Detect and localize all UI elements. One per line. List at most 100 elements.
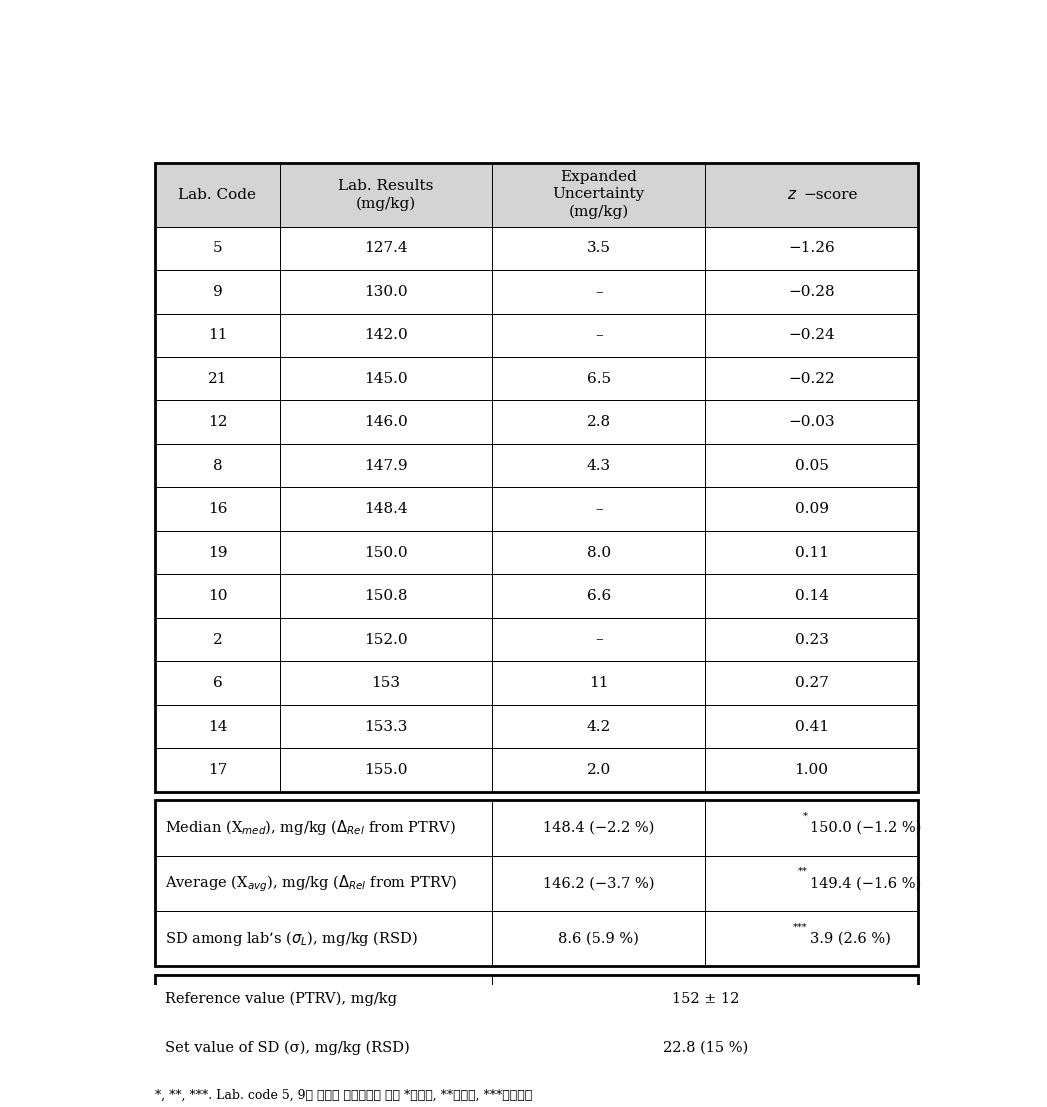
Bar xyxy=(706,444,918,487)
Bar xyxy=(706,270,918,313)
Text: 14: 14 xyxy=(207,720,227,734)
Text: 145.0: 145.0 xyxy=(364,372,408,385)
Text: 142.0: 142.0 xyxy=(364,329,408,342)
Bar xyxy=(492,575,706,618)
Bar xyxy=(155,618,280,661)
Text: 12: 12 xyxy=(207,415,227,430)
Text: 146.0: 146.0 xyxy=(364,415,408,430)
Text: 11: 11 xyxy=(207,329,227,342)
Bar xyxy=(492,487,706,531)
Text: 0.05: 0.05 xyxy=(795,458,828,473)
Bar xyxy=(706,748,918,792)
Bar xyxy=(280,748,492,792)
Text: Average (X$_{avg}$), mg/kg ($\Delta_{Rel}$ from PTRV): Average (X$_{avg}$), mg/kg ($\Delta_{Rel… xyxy=(165,873,458,893)
Bar xyxy=(706,313,918,358)
Text: z−score: z−score xyxy=(780,188,843,201)
Text: 22.8 (15 %): 22.8 (15 %) xyxy=(663,1041,748,1055)
Text: 155.0: 155.0 xyxy=(364,763,407,777)
Bar xyxy=(492,531,706,575)
Text: 4.3: 4.3 xyxy=(586,458,610,473)
Text: Reference value (PTRV), mg/kg: Reference value (PTRV), mg/kg xyxy=(165,992,397,1006)
Text: 1.00: 1.00 xyxy=(795,763,828,777)
Text: −score: −score xyxy=(804,188,859,201)
Text: 6.5: 6.5 xyxy=(586,372,610,385)
Text: 8: 8 xyxy=(213,458,222,473)
Text: 2.8: 2.8 xyxy=(586,415,610,430)
Bar xyxy=(492,618,706,661)
Text: 149.4 (−1.6 %): 149.4 (−1.6 %) xyxy=(810,877,921,890)
Bar xyxy=(280,531,492,575)
Text: 148.4 (−2.2 %): 148.4 (−2.2 %) xyxy=(543,821,654,835)
Text: ***: *** xyxy=(793,922,807,931)
Text: 148.4: 148.4 xyxy=(364,503,408,516)
Bar xyxy=(155,444,280,487)
Text: −0.28: −0.28 xyxy=(788,284,834,299)
Text: Lab. Results
(mg/kg): Lab. Results (mg/kg) xyxy=(338,178,433,210)
Text: 150.0 (−1.2 %): 150.0 (−1.2 %) xyxy=(810,821,921,835)
Text: 3.5: 3.5 xyxy=(586,241,610,256)
Text: 21: 21 xyxy=(207,372,227,385)
Bar xyxy=(492,358,706,401)
Text: –: – xyxy=(595,632,603,646)
Text: 152 ± 12: 152 ± 12 xyxy=(671,992,739,1006)
Bar xyxy=(492,856,706,911)
Bar xyxy=(155,227,280,270)
Bar xyxy=(706,705,918,748)
Bar xyxy=(492,270,706,313)
Bar xyxy=(155,313,280,358)
Bar xyxy=(280,163,492,227)
Text: 6.6: 6.6 xyxy=(586,589,611,603)
Bar xyxy=(155,401,280,444)
Bar xyxy=(492,661,706,705)
Text: 11: 11 xyxy=(589,676,608,690)
Bar xyxy=(155,1024,492,1073)
Bar xyxy=(155,163,918,792)
Text: 4.2: 4.2 xyxy=(586,720,611,734)
Text: −0.22: −0.22 xyxy=(788,372,834,385)
Text: 147.9: 147.9 xyxy=(364,458,408,473)
Bar xyxy=(706,661,918,705)
Text: *, **, ***. Lab. code 5, 9의 결과를 제외하였을 때의 *중간값, **평균값, ***표준편차: *, **, ***. Lab. code 5, 9의 결과를 제외하였을 때의… xyxy=(155,1089,533,1103)
Bar xyxy=(706,575,918,618)
Text: Expanded
Uncertainty
(mg/kg): Expanded Uncertainty (mg/kg) xyxy=(553,170,645,219)
Text: 16: 16 xyxy=(207,503,227,516)
Bar xyxy=(155,748,280,792)
Bar xyxy=(155,975,492,1024)
Text: Lab. Code: Lab. Code xyxy=(178,188,257,201)
Text: 0.23: 0.23 xyxy=(795,632,828,646)
Bar xyxy=(492,444,706,487)
Bar xyxy=(706,856,918,911)
Text: 9: 9 xyxy=(213,284,222,299)
Bar xyxy=(155,487,280,531)
Bar xyxy=(155,911,492,966)
Text: 2.0: 2.0 xyxy=(586,763,611,777)
Text: 2: 2 xyxy=(213,632,222,646)
Text: 0.11: 0.11 xyxy=(795,546,828,560)
Bar xyxy=(280,358,492,401)
Bar xyxy=(492,227,706,270)
Text: *: * xyxy=(803,811,807,820)
Bar xyxy=(280,270,492,313)
Bar xyxy=(706,487,918,531)
Text: 3.9 (2.6 %): 3.9 (2.6 %) xyxy=(810,932,891,945)
Text: SD among lab’s ($\sigma_{L}$), mg/kg (RSD): SD among lab’s ($\sigma_{L}$), mg/kg (RS… xyxy=(165,929,418,949)
Bar xyxy=(492,1024,918,1073)
Bar xyxy=(155,856,492,911)
Bar xyxy=(155,358,280,401)
Bar xyxy=(280,313,492,358)
Bar xyxy=(492,313,706,358)
Bar xyxy=(280,444,492,487)
Bar xyxy=(492,163,706,227)
Bar xyxy=(155,531,280,575)
Text: 19: 19 xyxy=(207,546,227,560)
Bar xyxy=(706,531,918,575)
Text: 150.8: 150.8 xyxy=(364,589,407,603)
Bar xyxy=(706,800,918,856)
Bar xyxy=(492,401,706,444)
Text: 152.0: 152.0 xyxy=(364,632,408,646)
Text: –: – xyxy=(595,503,603,516)
Text: 0.14: 0.14 xyxy=(795,589,828,603)
Bar xyxy=(706,618,918,661)
Text: $z$: $z$ xyxy=(787,188,798,201)
Text: Median (X$_{med}$), mg/kg ($\Delta_{Rel}$ from PTRV): Median (X$_{med}$), mg/kg ($\Delta_{Rel}… xyxy=(165,818,455,838)
